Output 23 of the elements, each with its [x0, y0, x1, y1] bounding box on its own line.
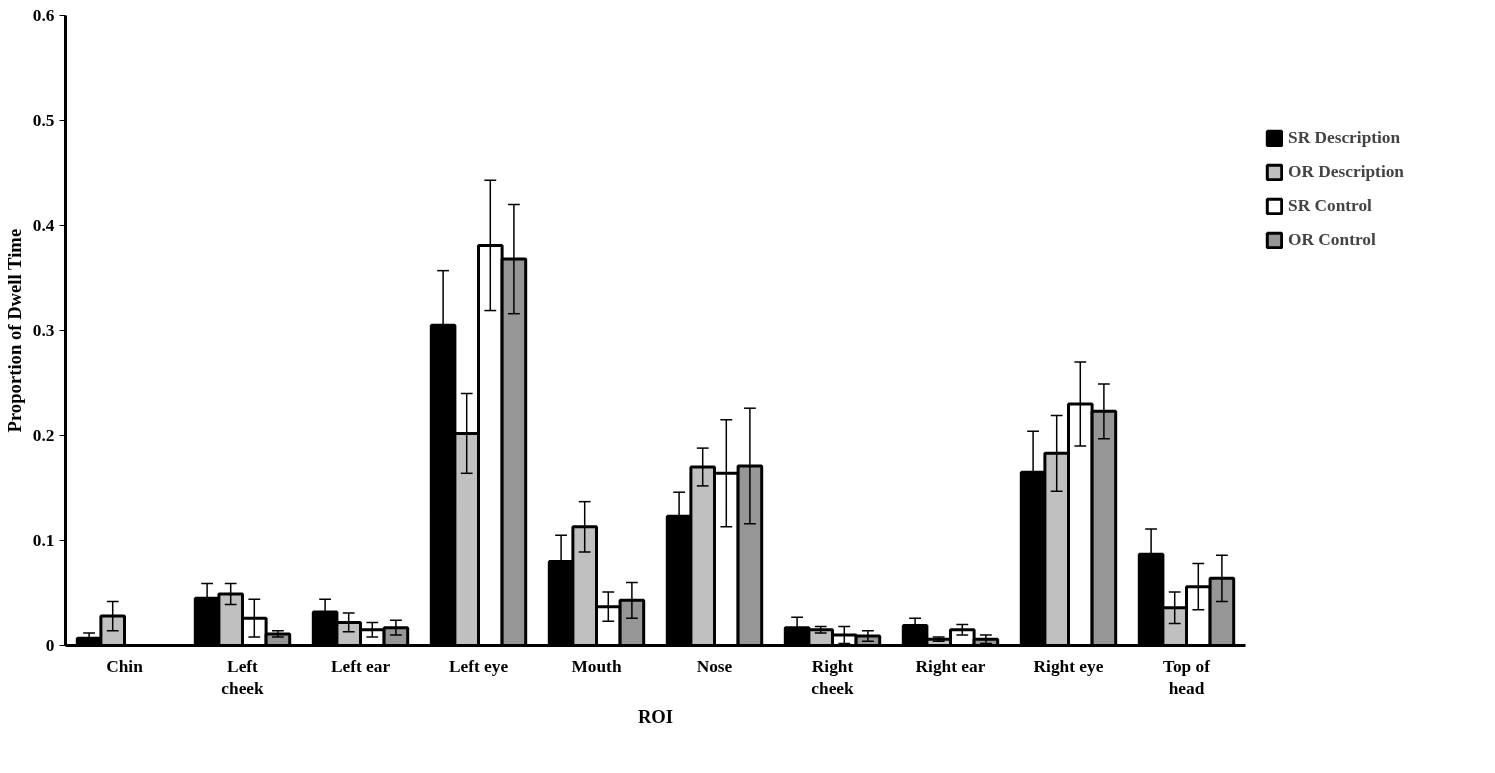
x-tick-label: Nose	[696, 656, 733, 676]
y-tick-label: 0.2	[32, 426, 55, 445]
y-tick-label: 0	[45, 636, 55, 655]
x-tick-label: Left ear	[330, 656, 391, 676]
x-tick-label: Mouth	[571, 656, 622, 676]
y-tick-label: 0.6	[32, 6, 55, 25]
x-tick-label: Chin	[106, 656, 144, 676]
x-tick-label: Right cheek	[811, 656, 855, 699]
legend-label: OR Description	[1288, 162, 1404, 182]
y-tick-label: 0.5	[32, 111, 55, 130]
y-tick-label: 0.3	[32, 321, 55, 340]
y-tick-label: 0.4	[32, 216, 55, 235]
x-tick-label: Right eye	[1033, 656, 1104, 676]
y-tick-label: 0.1	[32, 531, 55, 550]
legend-label: SR Control	[1288, 196, 1372, 216]
legend-label: OR Control	[1288, 230, 1376, 250]
y-axis-title: Proportion of Dwell Time	[3, 228, 25, 433]
x-tick-label: Right ear	[915, 656, 986, 676]
x-axis-title: ROI	[637, 706, 674, 728]
x-tick-label: Left cheek	[221, 656, 265, 699]
x-tick-label: Left eye	[448, 656, 509, 676]
legend-label: SR Description	[1288, 128, 1401, 148]
x-tick-label: Top of head	[1162, 656, 1211, 699]
